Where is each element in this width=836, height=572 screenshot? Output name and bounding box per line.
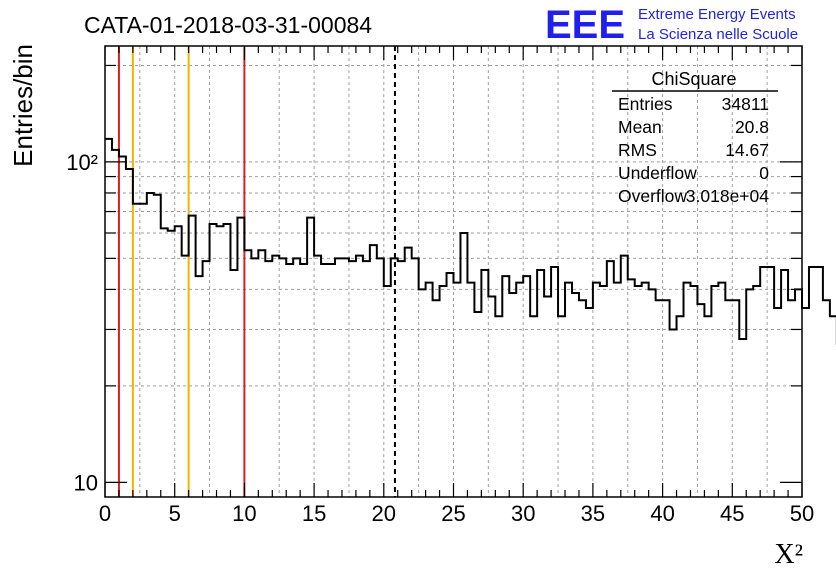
vertical-markers bbox=[117, 46, 396, 497]
axis-ticks: 0 5 10 15 20 25 30 35 40 45 50 10 10² bbox=[66, 46, 814, 526]
histogram-series bbox=[105, 137, 836, 346]
x-tick-label: 0 bbox=[99, 501, 111, 526]
stats-label: Entries bbox=[618, 94, 673, 114]
page-title: CATA-01-2018-03-31-00084 bbox=[84, 12, 372, 38]
stats-label: RMS bbox=[618, 140, 657, 160]
stats-value: 34811 bbox=[722, 94, 769, 114]
x-tick-label: 25 bbox=[441, 501, 465, 526]
x-tick-label: 40 bbox=[650, 501, 674, 526]
stats-box-title: ChiSquare bbox=[651, 69, 736, 89]
x-axis-label: X² bbox=[774, 539, 803, 570]
stats-label: Mean bbox=[618, 117, 662, 137]
y-tick-label: 10 bbox=[74, 470, 98, 495]
x-tick-label: 5 bbox=[169, 501, 181, 526]
logo-subtitle-2: La Scienza nelle Scuole bbox=[638, 26, 798, 43]
stats-value: 3.018e+04 bbox=[686, 186, 769, 206]
eee-logo-icon: EEE bbox=[545, 3, 625, 47]
logo-subtitle-1: Extreme Energy Events bbox=[638, 6, 796, 23]
y-tick-label: 10² bbox=[66, 150, 98, 175]
stats-value: 14.67 bbox=[725, 140, 769, 160]
y-axis-label: Entries/bin bbox=[8, 44, 38, 167]
x-tick-label: 35 bbox=[581, 501, 605, 526]
stats-box: ChiSquare Entries 34811 Mean 20.8 RMS 14… bbox=[612, 69, 778, 206]
x-tick-label: 30 bbox=[511, 501, 535, 526]
x-tick-label: 15 bbox=[302, 501, 326, 526]
stats-value: 0 bbox=[759, 163, 769, 183]
stats-value: 20.8 bbox=[735, 117, 769, 137]
x-tick-label: 50 bbox=[790, 501, 814, 526]
x-tick-label: 10 bbox=[232, 501, 256, 526]
stats-label: Underflow bbox=[618, 163, 697, 183]
x-tick-label: 45 bbox=[720, 501, 744, 526]
x-tick-label: 20 bbox=[372, 501, 396, 526]
grid-lines bbox=[105, 46, 802, 497]
stats-label: Overflow bbox=[618, 186, 687, 206]
